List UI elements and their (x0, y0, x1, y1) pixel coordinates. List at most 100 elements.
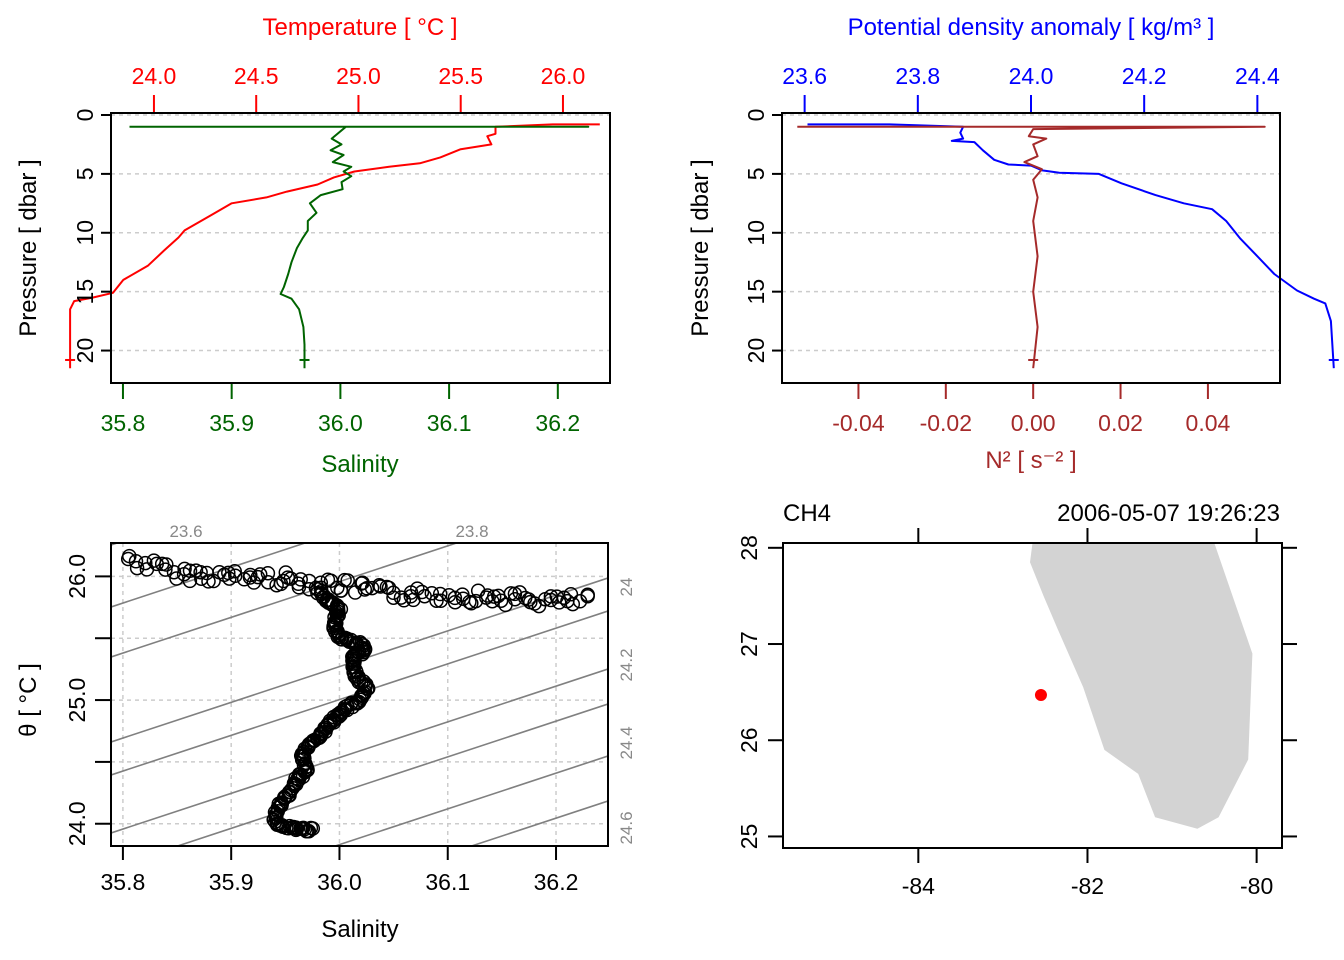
bottom-axis-title: Salinity (321, 451, 398, 478)
panel-temperature-salinity-profile: Temperature [ °C ] Salinity Pressure [ d… (15, 14, 611, 478)
ts-point (386, 585, 401, 601)
top-tick-label: 24.0 (132, 63, 177, 89)
ts-point (169, 571, 184, 586)
ts-point (291, 580, 307, 595)
ts-point (364, 580, 380, 596)
ts-point (201, 574, 216, 589)
ts-point (410, 581, 425, 596)
isopycnal-right-label: 24 (617, 578, 636, 597)
ts-point (396, 593, 412, 608)
isopycnal-line (111, 543, 308, 608)
ts-point (297, 821, 313, 837)
plot-frame (781, 112, 1281, 384)
bottom-tick-label: 0.00 (1011, 410, 1056, 436)
ts-point (580, 589, 595, 604)
ts-point (468, 593, 484, 609)
y-tick-label: 26 (736, 727, 762, 753)
ts-point (293, 572, 308, 587)
station-layer (1034, 689, 1047, 702)
bottom-tick-label: -0.02 (920, 410, 972, 436)
top-axis-title: Temperature [ °C ] (263, 14, 458, 41)
x-tick-label: 36.0 (317, 869, 362, 895)
y-tick-label: 25 (736, 824, 762, 850)
top-tick-label: 24.5 (234, 63, 279, 89)
plot-frame (782, 542, 1283, 849)
x-tick-label: 36.1 (425, 869, 470, 895)
ts-point (267, 814, 283, 829)
ts-point (433, 593, 449, 609)
y-tick-label: 10 (72, 220, 98, 246)
isopycnal-right-label: 24.2 (617, 648, 636, 681)
ts-point (429, 593, 444, 608)
station-name: CH4 (783, 500, 831, 527)
ts-point (193, 564, 208, 580)
ts-point (424, 585, 440, 601)
top-axis-title-main: Potential density anomaly [ kg/m³ ] (848, 14, 1215, 41)
series-layer (797, 123, 1339, 369)
axes-layer: 0 5 10 15 20 24.0 24.5 25.0 25.5 26.0 35.8 35.9 36.0… (72, 63, 585, 436)
ts-point (146, 553, 162, 568)
ts-point (414, 584, 430, 600)
ts-point (227, 563, 242, 579)
x-tick-label: -80 (1240, 873, 1273, 899)
station-datetime: 2006-05-07 19:26:23 (1057, 500, 1280, 527)
isopycnal-line (332, 755, 608, 846)
ts-point (512, 585, 527, 600)
ts-point (276, 573, 291, 589)
y-axis-title: Pressure [ dbar ] (687, 159, 714, 336)
isopycnal-right-label: 24.4 (617, 726, 636, 759)
top-tick-label: 24.0 (1009, 63, 1054, 89)
x-tick-label: 36.2 (534, 869, 579, 895)
panel-density-n2-profile: Potential density anomaly [ kg/m³ ] N² [… (687, 14, 1339, 474)
isopycnal-line (469, 800, 608, 846)
ts-point (340, 573, 355, 588)
land-layer (1030, 543, 1253, 829)
ts-point (128, 554, 144, 569)
ts-point (447, 594, 463, 610)
station-marker[interactable] (1034, 689, 1047, 702)
ts-point (565, 596, 581, 612)
y-tick-label: 20 (72, 338, 98, 364)
y-tick-label: 27 (736, 631, 762, 657)
bottom-tick-label: 35.9 (209, 410, 254, 436)
ts-point (462, 594, 477, 610)
bottom-tick-label: 36.2 (535, 410, 580, 436)
ts-point (333, 583, 349, 598)
series-line-potential-density-anomaly (807, 123, 1335, 369)
ts-point (283, 571, 299, 586)
y-tick-label: 28 (736, 535, 762, 561)
grid (782, 114, 1280, 352)
isopycnal-line (111, 668, 608, 834)
ts-point (447, 590, 463, 606)
ts-point (159, 557, 174, 572)
isopycnal-top-label: 23.6 (169, 522, 202, 541)
series-layer (120, 548, 595, 839)
isopycnal-top-label: 23.8 (455, 522, 488, 541)
y-tick-label: 24.0 (64, 801, 90, 846)
ts-point (138, 555, 153, 571)
x-tick-label: 35.9 (209, 869, 254, 895)
ts-point (313, 575, 329, 590)
isopycnal-lines (111, 543, 608, 846)
isopycnal-right-label: 24.6 (617, 811, 636, 844)
y-tick-label: 0 (72, 109, 98, 122)
y-tick-label: 15 (72, 279, 98, 305)
top-tick-label: 24.4 (1235, 63, 1280, 89)
ts-point (166, 564, 182, 580)
ts-point (228, 568, 243, 584)
series-line-n- (797, 125, 1266, 369)
panel-station-map: CH4 2006-05-07 19:26:23 -84 -82 -80 25 26 27 2… (736, 500, 1297, 899)
y-tick-label: 15 (743, 279, 769, 305)
ts-point (432, 586, 448, 602)
y-tick-label: 25.0 (64, 678, 90, 723)
grid (111, 114, 610, 352)
y-axis-title: Pressure [ dbar ] (15, 159, 42, 336)
ts-point (242, 570, 258, 585)
ts-point (327, 610, 342, 625)
ts-point (417, 588, 432, 604)
top-tick-label: 25.0 (336, 63, 381, 89)
x-tick-label: 35.8 (101, 869, 146, 895)
ts-point (320, 572, 336, 587)
ts-point (386, 590, 401, 605)
plot-frame (110, 542, 609, 847)
